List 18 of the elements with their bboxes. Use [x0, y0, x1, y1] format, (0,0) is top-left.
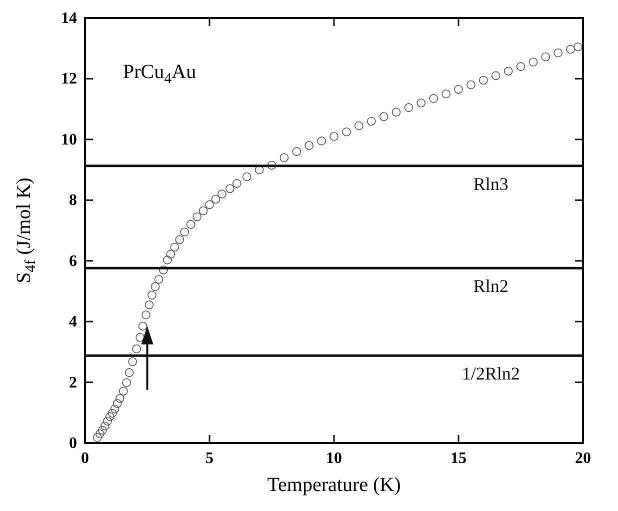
y-tick-label: 10	[61, 131, 77, 148]
y-tick-label: 6	[69, 252, 77, 270]
x-tick-label: 15	[450, 450, 466, 467]
y-tick-label: 14	[61, 10, 77, 27]
x-tick-label: 20	[575, 450, 591, 467]
y-tick-label: 2	[69, 374, 77, 392]
y-tick-label: 8	[69, 192, 77, 210]
ref-line-label: Rln2	[473, 276, 508, 296]
annotation: PrCu$_{4}$Au	[123, 61, 196, 86]
x-tick-label: 0	[81, 450, 89, 467]
ref-line-label: Rln3	[473, 174, 508, 194]
x-axis-title: Temperature (K)	[267, 474, 401, 496]
ref-line-label: 1/2Rln2	[462, 364, 520, 384]
y-tick-label: 12	[61, 70, 77, 88]
y-tick-label: 4	[69, 314, 77, 331]
x-tick-label: 10	[326, 450, 342, 467]
y-tick-label: 0	[69, 435, 77, 452]
x-tick-label: 5	[206, 450, 214, 467]
